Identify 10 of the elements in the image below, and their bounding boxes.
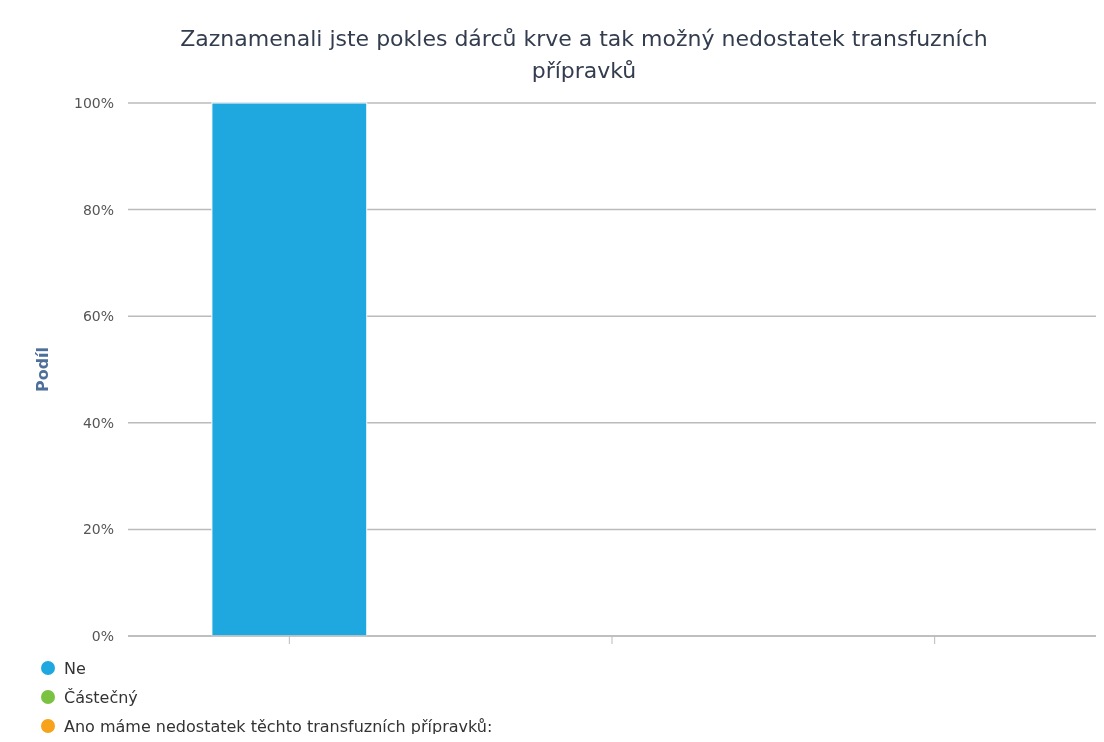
y-tick-label: 80% [82,201,114,218]
y-tick-label: 0% [91,628,114,644]
legend-label: Ne [64,659,86,678]
y-tick-label: 40% [82,414,114,431]
y-tick-label: 100% [73,95,114,111]
chart-title: Zaznamenali jste pokles dárců krve a tak možný nedostatek transfuzních přípravků [180,26,988,83]
y-axis-title: Podíl [33,346,52,393]
y-tick-label: 20% [82,521,114,538]
legend-label: Částečný [64,688,138,707]
y-tick-label: 60% [82,308,114,325]
